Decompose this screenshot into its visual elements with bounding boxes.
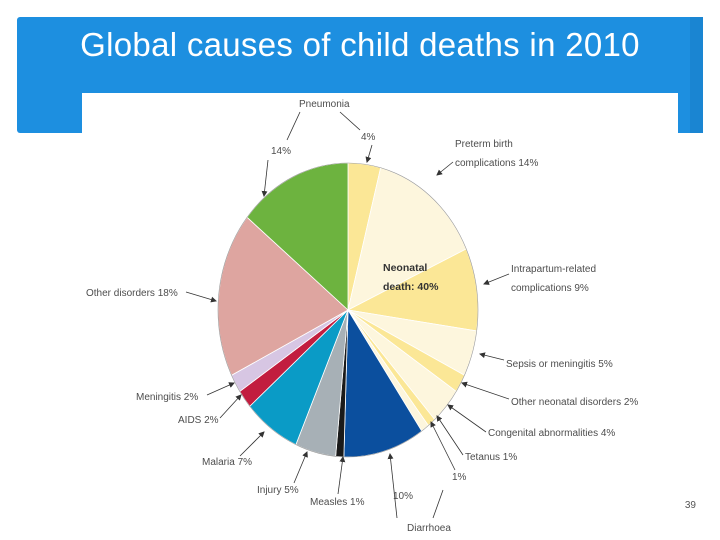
leader-measles — [337, 456, 346, 495]
leader-preterm — [436, 161, 454, 176]
leader-sepsis — [479, 352, 505, 361]
leader-intrapartum — [483, 273, 510, 285]
leader-tetanus — [436, 415, 464, 456]
pie-outline — [217, 162, 479, 458]
center-label-line1: Neonatal — [383, 262, 427, 274]
label-measles: Measles 1% — [310, 497, 365, 508]
leader-pneumonia-left — [286, 111, 301, 141]
leader-other-disorders — [185, 291, 217, 303]
center-label-line2: death: 40% — [383, 281, 439, 293]
label-pneumonia: Pneumonia — [299, 99, 350, 110]
leader-congenital — [447, 404, 487, 433]
leader-diarrhoea-neonatal — [430, 421, 456, 471]
label-sepsis: Sepsis or meningitis 5% — [506, 359, 613, 370]
label-other-disorders: Other disorders 18% — [86, 288, 178, 299]
title-stripe — [690, 17, 703, 133]
label-diarrhoea-neonatal-pct: 1% — [452, 472, 467, 483]
label-diarrhoea: Diarrhoea — [407, 523, 451, 534]
leader-diarrhoea-right — [432, 489, 444, 519]
page-number: 39 — [684, 500, 696, 511]
leader-aids — [219, 394, 242, 419]
label-meningitis: Meningitis 2% — [136, 392, 198, 403]
label-diarrhoea-pct: 10% — [393, 491, 413, 502]
label-other-neonatal: Other neonatal disorders 2% — [511, 397, 638, 408]
leader-pneumonia-14 — [261, 159, 269, 197]
leader-meningitis — [206, 382, 235, 396]
leader-diarrhoea — [387, 453, 398, 519]
leader-malaria — [239, 431, 265, 457]
slide-title: Global causes of child deaths in 2010 — [80, 26, 640, 63]
label-preterm-1: Preterm birth — [455, 139, 513, 150]
label-intrapartum-1: Intrapartum-related — [511, 264, 596, 275]
label-aids: AIDS 2% — [178, 415, 219, 426]
leader-other-neonatal — [461, 381, 510, 400]
label-preterm-2: complications 14% — [455, 158, 538, 169]
label-pneumonia-pct: 14% — [271, 146, 291, 157]
label-tetanus: Tetanus 1% — [465, 452, 517, 463]
label-congenital: Congenital abnormalities 4% — [488, 428, 615, 439]
label-injury: Injury 5% — [257, 485, 299, 496]
label-intrapartum-2: complications 9% — [511, 283, 589, 294]
pie-slices — [217, 162, 479, 458]
label-pneumonia-neonatal-pct: 4% — [361, 132, 376, 143]
leader-pneumonia-4 — [365, 144, 373, 163]
leader-injury — [293, 451, 308, 484]
label-malaria: Malaria 7% — [202, 457, 252, 468]
leader-pneumonia-right — [339, 111, 361, 131]
